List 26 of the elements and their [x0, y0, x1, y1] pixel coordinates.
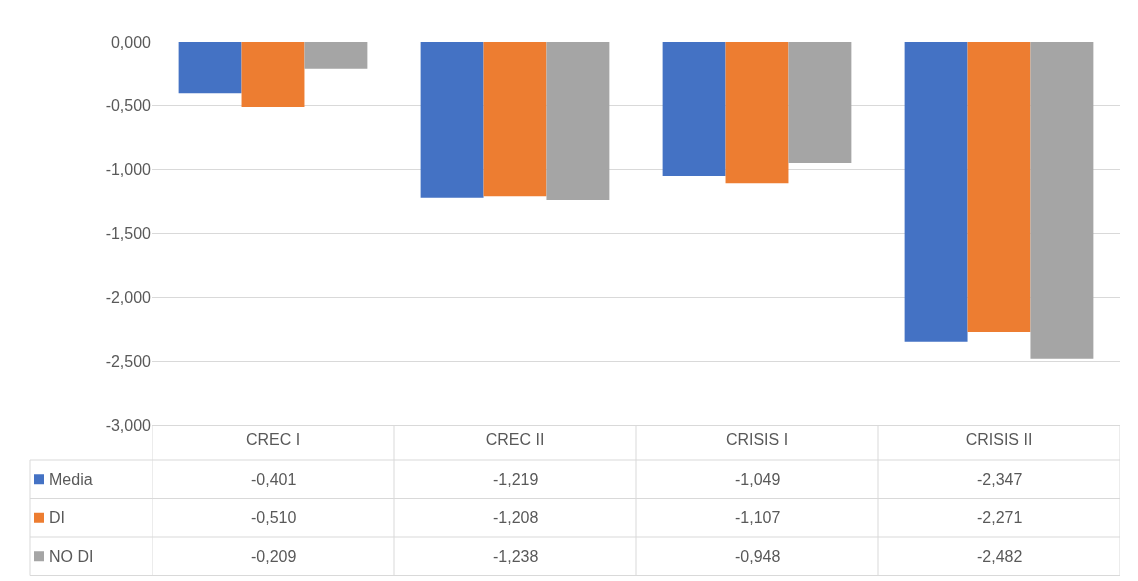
y-tick-label: -1,000 — [105, 161, 152, 179]
legend-label: Media — [49, 471, 93, 488]
data-label: -0,209 — [251, 548, 297, 565]
data-label: -2,271 — [977, 509, 1023, 526]
legend-label: DI — [49, 509, 65, 526]
data-label: -2,347 — [977, 471, 1023, 488]
x-tick-label: CREC II — [485, 431, 545, 449]
data-label: -1,208 — [493, 509, 539, 526]
y-tick-label: -2,500 — [105, 352, 152, 370]
data-label: -1,107 — [735, 509, 781, 526]
y-tick-label: -1,500 — [105, 225, 152, 243]
data-label: -1,049 — [735, 471, 781, 488]
data-label: -1,238 — [493, 548, 539, 565]
data-label: -1,219 — [493, 471, 539, 488]
x-tick-label: CRISIS I — [725, 431, 789, 449]
data-label: -0,401 — [251, 471, 297, 488]
x-tick-label: CREC I — [245, 431, 301, 449]
data-label: -0,948 — [735, 548, 781, 565]
y-tick-label: -2,000 — [105, 288, 152, 306]
data-label: -0,510 — [251, 509, 297, 526]
y-tick-label: 0,000 — [110, 33, 152, 51]
legend-label: NO DI — [49, 548, 94, 565]
y-tick-label: -3,000 — [105, 416, 152, 434]
x-tick-label: CRISIS II — [965, 431, 1033, 449]
data-label: -2,482 — [977, 548, 1023, 565]
y-tick-label: -0,500 — [105, 97, 152, 115]
